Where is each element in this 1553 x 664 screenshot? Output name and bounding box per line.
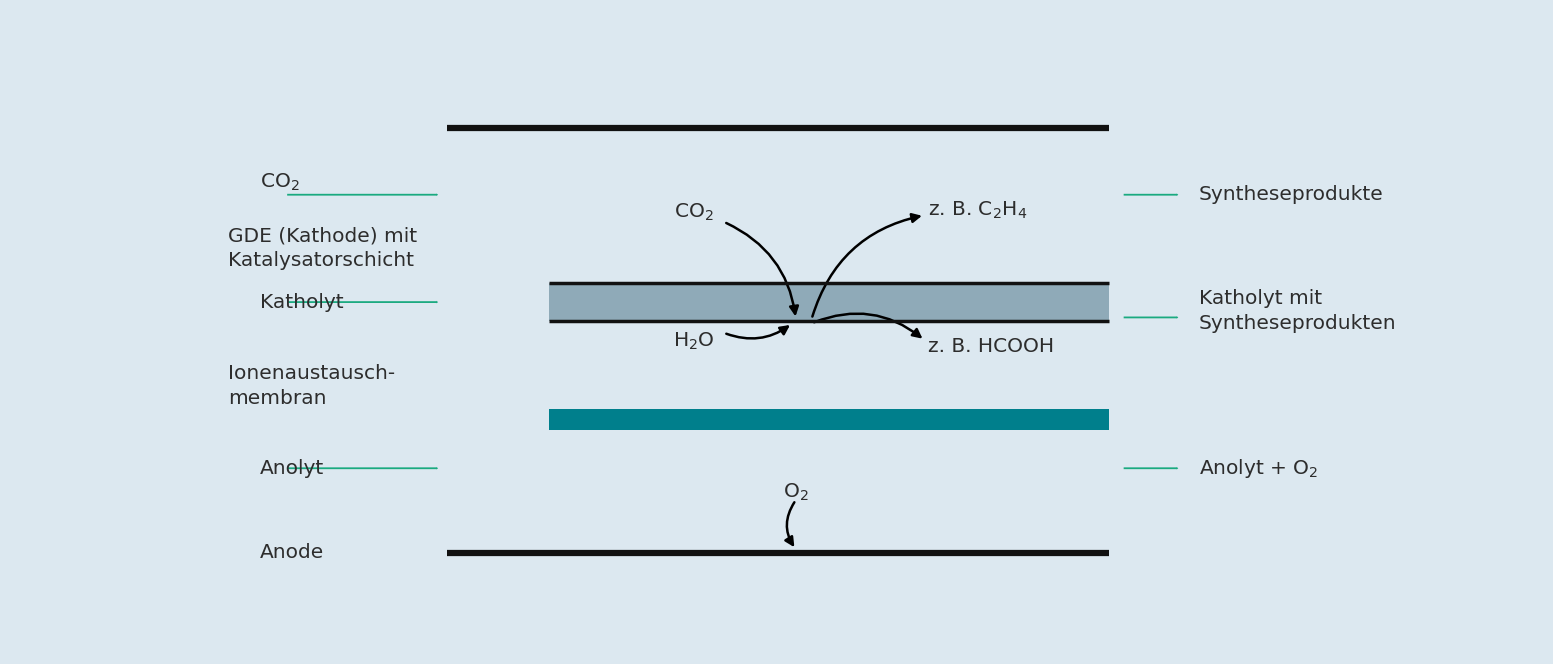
Text: GDE (Kathode) mit
Katalysatorschicht: GDE (Kathode) mit Katalysatorschicht bbox=[228, 226, 416, 270]
Text: H$_2$O: H$_2$O bbox=[672, 331, 714, 352]
Text: CO$_2$: CO$_2$ bbox=[674, 202, 713, 223]
Text: z. B. C$_2$H$_4$: z. B. C$_2$H$_4$ bbox=[929, 199, 1028, 220]
Bar bbox=[550, 409, 1109, 430]
Text: Katholyt mit
Syntheseprodukten: Katholyt mit Syntheseprodukten bbox=[1199, 290, 1396, 333]
Bar bbox=[550, 283, 1109, 321]
Text: Anolyt + O$_2$: Anolyt + O$_2$ bbox=[1199, 457, 1318, 480]
Text: z. B. HCOOH: z. B. HCOOH bbox=[929, 337, 1054, 356]
Text: Anolyt: Anolyt bbox=[261, 459, 325, 478]
Text: Syntheseprodukte: Syntheseprodukte bbox=[1199, 185, 1384, 205]
Text: Anode: Anode bbox=[261, 543, 325, 562]
Text: O$_2$: O$_2$ bbox=[783, 482, 809, 503]
Text: Ionenaustausch-
membran: Ionenaustausch- membran bbox=[228, 365, 394, 408]
Text: Katholyt: Katholyt bbox=[261, 293, 343, 311]
Text: CO$_2$: CO$_2$ bbox=[261, 171, 300, 193]
